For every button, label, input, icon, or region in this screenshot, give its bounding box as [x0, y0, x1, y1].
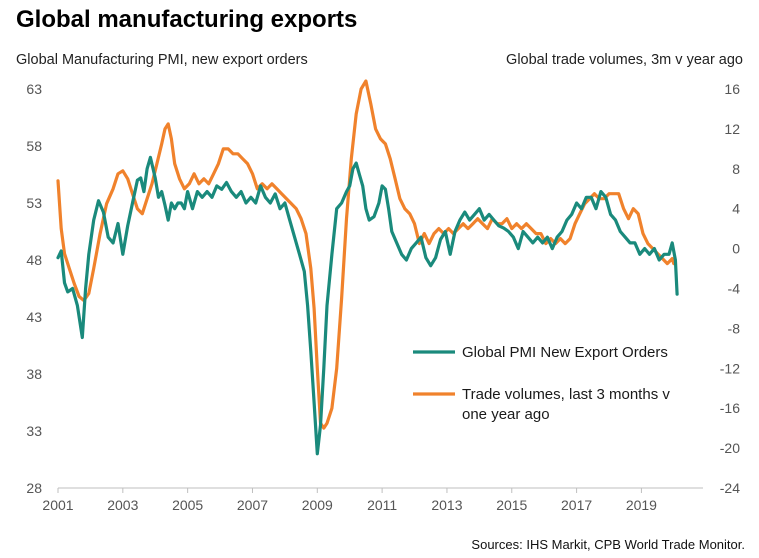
legend-label-trade: Trade volumes, last 3 months v one year a… — [462, 386, 670, 423]
chart-title: Global manufacturing exports — [16, 6, 358, 33]
legend-label-pmi: Global PMI New Export Orders — [462, 344, 668, 361]
x-tick-label: 2003 — [107, 497, 138, 513]
y-left-tick-label: 58 — [26, 138, 42, 154]
series-layer — [56, 79, 679, 456]
y-right-tick-label: 12 — [724, 121, 740, 137]
x-tick-label: 2011 — [367, 497, 397, 513]
x-tick-label: 2013 — [431, 497, 462, 513]
y-right-tick-label: 0 — [732, 241, 740, 257]
x-tick-label: 2005 — [172, 497, 203, 513]
y-right-tick-label: 16 — [724, 81, 740, 97]
x-tick-label: 2019 — [626, 497, 657, 513]
y-left-tick-label: 48 — [26, 252, 42, 268]
x-tick-label: 2015 — [496, 497, 527, 513]
left-axis-title: Global Manufacturing PMI, new export ord… — [16, 52, 308, 68]
y-right-tick-label: -12 — [720, 360, 740, 376]
series-line-pmi-export-orders — [56, 155, 679, 456]
y-left-tick-label: 38 — [26, 366, 42, 382]
series-line-trade-volumes — [56, 79, 678, 430]
y-left-tick-label: 53 — [26, 195, 42, 211]
y-right-tick-label: -16 — [720, 400, 740, 416]
y-right-tick-label: -20 — [720, 440, 740, 456]
x-tick-label: 2017 — [561, 497, 592, 513]
right-axis-title: Global trade volumes, 3m v year ago — [506, 52, 743, 68]
y-left-tick-label: 28 — [26, 480, 42, 496]
x-tick-label: 2001 — [42, 497, 73, 513]
y-left-tick-label: 63 — [26, 81, 42, 97]
y-right-tick-label: -4 — [728, 281, 741, 297]
y-right-tick-label: 8 — [732, 161, 740, 177]
y-left-tick-label: 43 — [26, 309, 42, 325]
source-note: Sources: IHS Markit, CPB World Trade Mon… — [471, 537, 745, 552]
axes: 2001 2003 2005 2007 2009 2011 2013 2015 2017 2019… — [26, 81, 740, 513]
y-left-tick-label: 33 — [26, 423, 42, 439]
legend: Global PMI New Export Orders Trade volume… — [413, 344, 670, 423]
y-right-tick-label: -8 — [728, 320, 741, 336]
y-right-tick-label: 4 — [732, 201, 740, 217]
y-right-tick-label: -24 — [720, 480, 740, 496]
x-tick-label: 2009 — [302, 497, 333, 513]
x-tick-label: 2007 — [237, 497, 268, 513]
